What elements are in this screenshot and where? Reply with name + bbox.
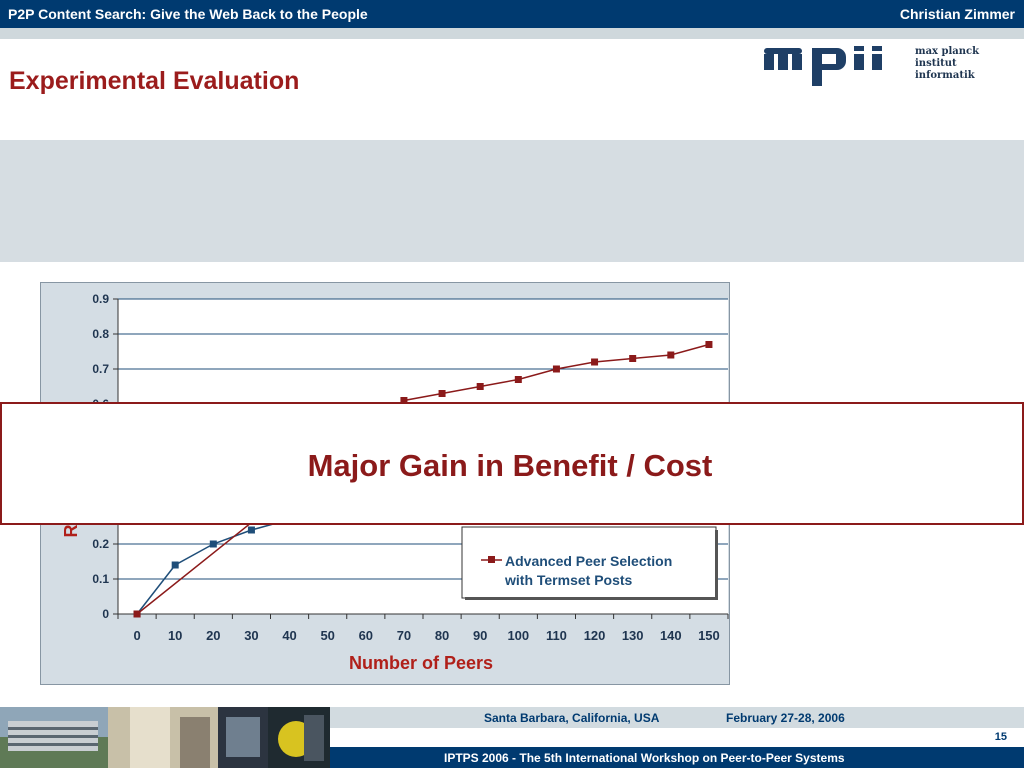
- legend-label-line-1: Advanced Peer Selection: [505, 553, 672, 569]
- footer-conference: IPTPS 2006 - The 5th International Works…: [444, 751, 845, 765]
- data-point-0: [209, 540, 217, 548]
- y-tick-label: 0.9: [92, 292, 109, 306]
- x-tick-label: 100: [507, 628, 529, 643]
- x-tick-label: 40: [282, 628, 296, 643]
- header-strip: [0, 28, 1024, 39]
- callout-text: Major Gain in Benefit / Cost: [307, 448, 713, 483]
- mpi-logo-icon: [764, 46, 882, 86]
- x-tick-label: 130: [622, 628, 644, 643]
- x-tick-label: 150: [698, 628, 720, 643]
- data-point-1: [476, 383, 484, 390]
- x-tick-label: 110: [546, 628, 567, 643]
- author-name: Christian Zimmer: [899, 6, 1015, 22]
- logo-caption: max planck institut informatik: [915, 46, 980, 81]
- content-band: [0, 140, 1024, 262]
- x-tick-label: 70: [397, 628, 411, 643]
- x-tick-label: 10: [168, 628, 182, 643]
- x-tick-label: 140: [660, 628, 682, 643]
- presentation-title: P2P Content Search: Give the Web Back to…: [8, 6, 368, 22]
- legend: Advanced Peer Selection with Termset Pos…: [461, 526, 718, 600]
- data-point-1: [667, 351, 675, 359]
- data-point-1: [514, 376, 522, 383]
- x-tick-label: 20: [206, 628, 220, 643]
- data-point-1: [133, 610, 141, 618]
- data-point-0: [171, 561, 179, 569]
- footer-location: Santa Barbara, California, USA: [484, 711, 660, 725]
- y-tick-label: 0.8: [92, 327, 109, 341]
- y-tick-label: 0: [102, 607, 109, 621]
- y-tick-label: 0.7: [92, 362, 109, 376]
- series-line-1: [136, 343, 710, 615]
- legend-label-line-2: with Termset Posts: [504, 572, 633, 588]
- x-tick-label: 80: [435, 628, 449, 643]
- data-point-1: [591, 358, 599, 366]
- x-tick-label: 60: [359, 628, 373, 643]
- x-tick-label: 120: [584, 628, 606, 643]
- header-bar: P2P Content Search: Give the Web Back to…: [0, 0, 1024, 28]
- campus-photos-icon: [0, 707, 330, 768]
- data-point-1: [400, 397, 408, 404]
- page-number: 15: [994, 731, 1007, 743]
- callout-box: Major Gain in Benefit / Cost: [0, 402, 1024, 525]
- x-tick-label: 30: [244, 628, 258, 643]
- y-tick-label: 0.1: [92, 572, 109, 586]
- legend-marker-icon: [488, 556, 495, 563]
- slide-title: Experimental Evaluation: [9, 67, 300, 95]
- y-axis-label: R: [61, 525, 81, 538]
- data-point-1: [705, 341, 713, 348]
- x-tick-label: 90: [473, 628, 487, 643]
- footer-info-bar: Santa Barbara, California, USA February …: [330, 707, 1024, 728]
- data-point-0: [247, 526, 255, 534]
- footer-date: February 27-28, 2006: [726, 711, 845, 725]
- footer-conference-bar: IPTPS 2006 - The 5th International Works…: [330, 747, 1024, 768]
- x-tick-label: 50: [320, 628, 334, 643]
- data-point-1: [629, 355, 637, 362]
- x-axis-label: Number of Peers: [349, 653, 493, 673]
- data-point-1: [552, 365, 560, 373]
- x-tick-label: 0: [133, 628, 140, 643]
- y-tick-label: 0.2: [92, 537, 109, 551]
- data-point-1: [438, 390, 446, 397]
